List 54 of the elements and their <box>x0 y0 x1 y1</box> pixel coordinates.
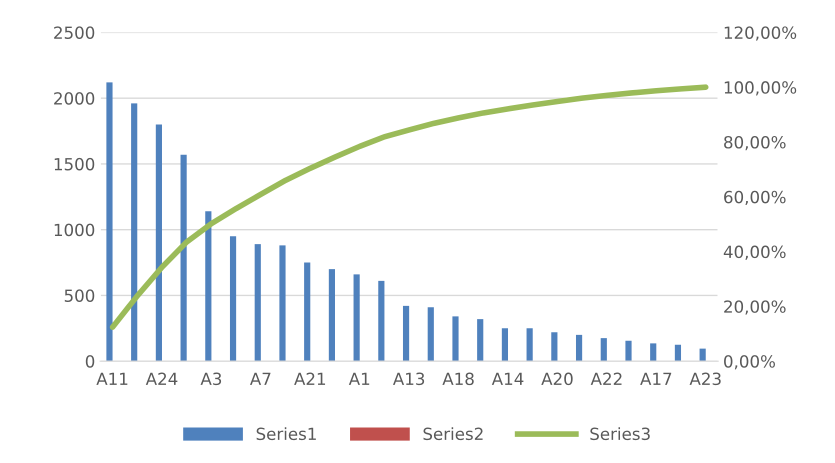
legend-label: Series1 <box>256 427 316 440</box>
y2-tick-label: 120,00% <box>724 26 796 41</box>
bar <box>551 332 558 362</box>
x-tick-label: A18 <box>442 372 474 386</box>
bar <box>106 82 113 362</box>
bar <box>156 124 162 362</box>
x-tick-label: A23 <box>690 372 721 386</box>
bar <box>378 280 384 362</box>
bar <box>600 338 607 362</box>
x-tick-label: A7 <box>250 372 270 385</box>
bar <box>131 103 138 362</box>
x-tick-label: A13 <box>392 372 424 386</box>
y-tick-label: 1000 <box>54 224 94 236</box>
bar <box>328 269 335 362</box>
y2-tick-label: 20,00% <box>724 300 786 315</box>
y-tick-label: 1500 <box>54 158 94 170</box>
bar <box>354 274 360 362</box>
legend-label: Series2 <box>424 427 483 440</box>
legend-label: Series3 <box>590 427 650 440</box>
x-tick-label: A17 <box>640 372 672 385</box>
y2-tick-label: 80,00% <box>724 136 786 150</box>
x-tick-label: A11 <box>96 372 128 385</box>
bar <box>625 340 632 362</box>
x-tick-label: A20 <box>541 372 573 386</box>
y2-tick-label: 60,00% <box>724 190 786 206</box>
y2-tick-label: 40,00% <box>724 246 786 260</box>
bar <box>402 306 410 362</box>
y-tick-label: 500 <box>64 289 94 302</box>
bar <box>700 348 706 362</box>
x-tick-label: A22 <box>590 372 622 385</box>
x-tick-label: A14 <box>492 372 524 385</box>
bar <box>304 262 310 362</box>
y-tick-label: 2000 <box>54 92 94 105</box>
bar <box>526 328 533 362</box>
bar <box>502 328 508 362</box>
y2-tick-label: 0,00% <box>724 355 775 370</box>
bar <box>205 211 212 362</box>
y2-tick-label: 100,00% <box>724 81 796 96</box>
bar <box>576 334 582 362</box>
y-tick-label: 0 <box>86 355 94 368</box>
x-tick-label: A1 <box>348 372 370 385</box>
bar <box>254 244 261 362</box>
x-tick-label: A3 <box>200 372 222 386</box>
bar <box>674 344 682 362</box>
bar <box>428 307 434 362</box>
bar <box>650 343 656 362</box>
x-tick-label: A21 <box>294 372 326 385</box>
x-tick-label: A24 <box>146 372 178 385</box>
bar <box>230 236 236 362</box>
bar <box>452 316 459 362</box>
bar <box>477 319 484 362</box>
y-tick-label: 2500 <box>54 26 94 39</box>
bar <box>180 154 187 362</box>
bar <box>279 245 286 362</box>
